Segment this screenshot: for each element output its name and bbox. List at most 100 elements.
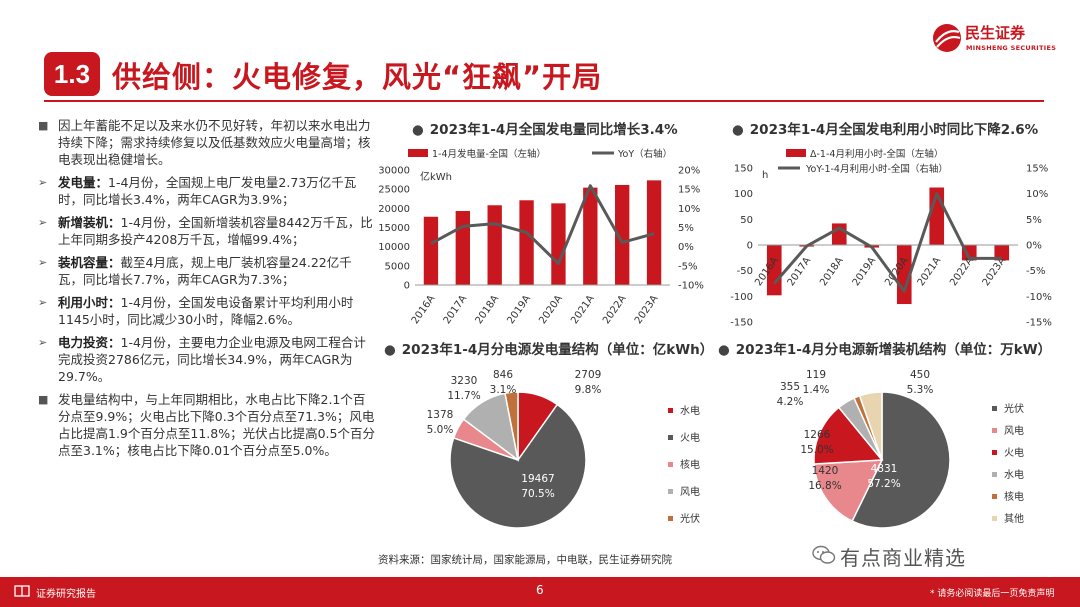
y-tick-label: 25000 — [378, 185, 410, 196]
y2-tick-label: 15% — [678, 185, 700, 196]
y-tick-label: 10000 — [378, 242, 410, 253]
y-tick-label: 30000 — [378, 166, 410, 177]
bullet-marker: ➢ — [38, 256, 48, 270]
bullet-marker: ■ — [38, 119, 49, 132]
y-tick-label: 100 — [734, 189, 753, 200]
slice-value-label: 1420 — [812, 465, 839, 477]
legend-swatch-bar — [786, 149, 806, 157]
disclaimer: * 请务必阅读最后一页免责声明 — [930, 589, 1055, 599]
y-tick-label: 0 — [747, 241, 753, 252]
slice-value-label: 355 — [780, 381, 800, 393]
slice-value-label: 2709 — [575, 369, 602, 381]
legend-label: 风电 — [680, 485, 700, 498]
y2-tick-label: -5% — [1026, 266, 1045, 277]
bullet-marker: ➢ — [38, 175, 48, 189]
legend-swatch — [992, 406, 997, 411]
source-note: 资料来源：国家统计局，国家能源局，中电联，民生证券研究院 — [378, 554, 672, 566]
slice-value-label: 19467 — [521, 473, 554, 485]
yoy-line — [430, 184, 655, 266]
bullet-item: ■ 因上年蓄能不足以及来水仍不见好转，年初以来水电出力持续下降；需求持续修复以及低… — [36, 118, 376, 168]
bullet-label: 利用小时： — [58, 295, 121, 311]
footer-label: 证券研究报告 — [36, 589, 96, 600]
x-tick-label: 2021A — [569, 293, 597, 326]
pie-slice — [858, 391, 883, 461]
bar — [423, 216, 439, 285]
x-tick-label: 2022A — [601, 293, 629, 326]
bar — [646, 180, 662, 285]
slice-pct-label: 70.5% — [521, 488, 554, 500]
bullet-text: 发电量结构中，与上年同期相比，水电占比下降2.1个百分点至9.9%；火电占比下降… — [58, 392, 375, 458]
y-tick-label: -150 — [730, 318, 753, 329]
bullet-item: ➢ 发电量：1-4月份，全国规上电厂发电量2.73万亿千瓦时，同比增长3.4%，两… — [36, 175, 376, 209]
page-number: 6 — [536, 583, 544, 597]
x-tick-label: 2019A — [505, 293, 533, 326]
x-tick-label: 2023A — [633, 293, 661, 326]
bullet-text: 1-4月份，全国新增装机容量8442万千瓦，比上年同期多投产4208万千瓦，增幅… — [58, 214, 373, 247]
bullet-marker: ■ — [38, 393, 49, 407]
bullet-text: 1-4月份，全国规上电厂发电量2.73万亿千瓦时，同比增长3.4%，两年CAGR… — [58, 174, 357, 207]
legend-swatch — [668, 408, 673, 413]
y2-tick-label: 10% — [1026, 189, 1048, 200]
legend-label: 其他 — [1004, 512, 1024, 525]
bar — [519, 200, 534, 285]
y-tick-label: 150 — [734, 164, 753, 175]
bullet-marker: ➢ — [38, 296, 48, 310]
pie2-title: ● 2023年1-4月分电源新增装机结构（单位：万kW） — [718, 342, 1052, 358]
y-tick-label: -100 — [730, 292, 753, 303]
slice-pct-label: 11.7% — [447, 390, 480, 402]
legend-swatch — [668, 462, 673, 467]
legend-label: YoY-1-4月利用小时-全国（右轴） — [805, 163, 948, 175]
y2-tick-label: 5% — [1026, 215, 1042, 226]
chart-utilization-hours: Δ-1-4月利用小时-全国（左轴） YoY-1-4月利用小时-全国（右轴） h -15… — [730, 148, 1052, 329]
legend-swatch — [992, 516, 997, 521]
legend-label: YoY（右轴） — [617, 148, 672, 160]
legend-label: 核电 — [1004, 490, 1024, 503]
slice-pct-label: 57.2% — [867, 478, 900, 490]
slice-pct-label: 3.1% — [490, 384, 517, 396]
slice-pct-label: 4.2% — [777, 396, 804, 408]
pie-generation-structure: 2709 9.8% 19467 70.5% 1378 5.0% 3230 11.7% 846 3.… — [427, 369, 700, 529]
bullet-label: 电力投资： — [58, 335, 121, 351]
pie1-title: ● 2023年1-4月分电源发电量结构（单位：亿kWh） — [384, 342, 714, 358]
slice-value-label: 1378 — [427, 409, 454, 421]
bullet-item: ➢ 新增装机：1-4月份，全国新增装机容量8442万千瓦，比上年同期多投产4208… — [36, 215, 376, 249]
y2-tick-label: 10% — [678, 204, 700, 215]
slice-pct-label: 5.3% — [907, 384, 934, 396]
y2-tick-label: -10% — [1026, 292, 1052, 303]
x-tick-label: 2018A — [474, 293, 502, 326]
x-tick-label: 2020A — [537, 293, 565, 326]
legend-swatch — [668, 435, 673, 440]
y-axis-label: 亿kWh — [420, 170, 452, 183]
bar — [455, 211, 470, 285]
legend-label: 火电 — [1004, 446, 1024, 459]
pie-slice — [813, 406, 884, 465]
legend-label: Δ-1-4月利用小时-全国（左轴） — [810, 148, 943, 160]
y-tick-label: 15000 — [378, 223, 410, 234]
bullet-text: 截至4月底，规上电厂装机容量24.22亿千瓦，同比增长7.7%，两年CAGR为7… — [58, 255, 352, 287]
legend-swatch — [992, 472, 997, 477]
x-tick-label: 2018A — [818, 255, 846, 288]
slice-value-label: 846 — [493, 369, 513, 381]
bullet-marker: ➢ — [38, 336, 48, 350]
bar — [994, 245, 1010, 261]
legend-swatch — [992, 494, 997, 499]
slice-pct-label: 9.8% — [575, 384, 602, 396]
slice-pct-label: 5.0% — [427, 424, 454, 436]
bullet-label: 新增装机： — [58, 214, 121, 230]
legend-swatch — [992, 428, 997, 433]
y2-tick-label: 0% — [678, 242, 694, 253]
x-tick-label: 2017A — [786, 255, 814, 288]
bullet-label: 发电量： — [58, 174, 109, 190]
y-tick-label: 0 — [404, 281, 410, 292]
title-bullet-icon: ● — [412, 122, 424, 138]
bullet-item: ➢ 装机容量：截至4月底，规上电厂装机容量24.22亿千瓦，同比增长7.7%，两年… — [36, 255, 376, 289]
book-icon — [14, 585, 30, 597]
legend-label: 水电 — [1004, 468, 1024, 481]
legend-label: 1-4月发电量-全国（左轴） — [432, 148, 546, 160]
bullet-marker: ➢ — [38, 215, 48, 229]
y-tick-label: -50 — [737, 266, 753, 277]
chart-generation-yoy: 1-4月发电量-全国（左轴） YoY（右轴） 亿kWh 0 5000 10000 15000… — [378, 148, 704, 326]
x-tick-label: 2016A — [410, 293, 438, 326]
legend-label: 光伏 — [1004, 402, 1024, 415]
y2-tick-label: -15% — [1026, 318, 1052, 329]
